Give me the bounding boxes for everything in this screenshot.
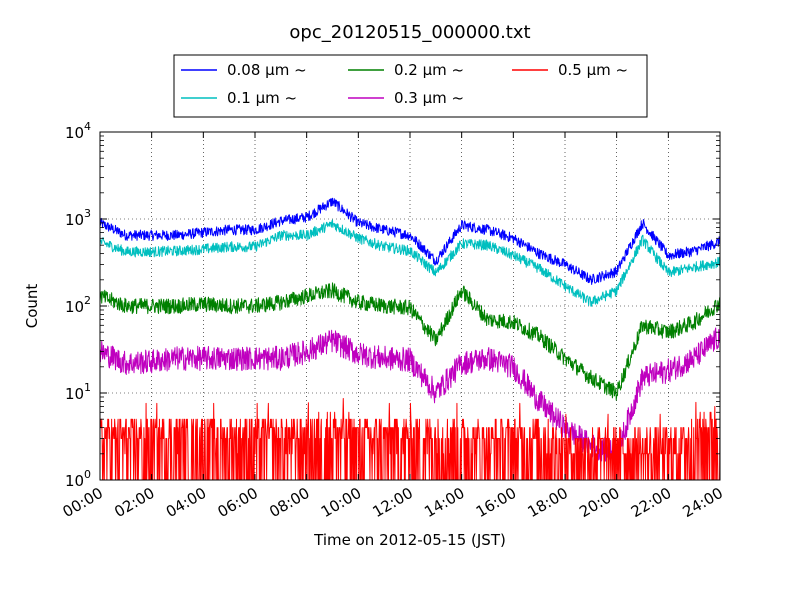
grid bbox=[100, 132, 720, 480]
x-tick-label: 20:00 bbox=[576, 484, 622, 521]
y-tick-exponent: 0 bbox=[84, 468, 91, 481]
y-tick-label: 101 bbox=[65, 381, 91, 403]
x-axis-label: Time on 2012-05-15 (JST) bbox=[313, 531, 506, 549]
series-line-1 bbox=[99, 219, 721, 307]
y-tick-base: 10 bbox=[65, 211, 84, 229]
y-tick-label: 100 bbox=[65, 468, 91, 490]
legend-box bbox=[173, 54, 648, 118]
series-line-0 bbox=[99, 197, 721, 285]
x-tick-label: 06:00 bbox=[215, 484, 261, 521]
y-tick-exponent: 4 bbox=[84, 120, 91, 133]
x-tick-label: 12:00 bbox=[370, 484, 416, 521]
series-line-2 bbox=[99, 282, 721, 401]
x-tick-label: 02:00 bbox=[111, 484, 157, 521]
x-tick-label: 08:00 bbox=[266, 484, 312, 521]
y-tick-exponent: 3 bbox=[84, 207, 91, 220]
x-tick-label: 24:00 bbox=[680, 484, 726, 521]
x-tick-label: 18:00 bbox=[525, 484, 571, 521]
y-tick-base: 10 bbox=[65, 298, 84, 316]
x-tick-label: 22:00 bbox=[628, 484, 674, 521]
y-tick-base: 10 bbox=[65, 385, 84, 403]
x-tick-label: 14:00 bbox=[421, 484, 467, 521]
legend-label-2: 0.2 μm ~ bbox=[394, 61, 464, 79]
legend-label-1: 0.1 μm ~ bbox=[227, 89, 297, 107]
legend-label-3: 0.3 μm ~ bbox=[394, 89, 464, 107]
x-tick-label: 16:00 bbox=[473, 484, 519, 521]
y-tick-exponent: 2 bbox=[84, 294, 91, 307]
x-tick-label: 04:00 bbox=[163, 484, 209, 521]
y-tick-base: 10 bbox=[65, 472, 84, 490]
y-tick-label: 104 bbox=[65, 120, 91, 142]
y-tick-label: 102 bbox=[65, 294, 91, 316]
y-tick-base: 10 bbox=[65, 124, 84, 142]
legend: 0.08 μm ~ 0.1 μm ~ 0.2 μm ~ 0.3 μm ~ 0.5 μm … bbox=[173, 54, 648, 118]
legend-label-4: 0.5 μm ~ bbox=[558, 61, 628, 79]
x-tick-label: 10:00 bbox=[318, 484, 364, 521]
legend-label-0: 0.08 μm ~ bbox=[227, 61, 307, 79]
chart-title: opc_20120515_000000.txt bbox=[289, 22, 530, 43]
y-tick-exponent: 1 bbox=[84, 381, 91, 394]
y-axis-label: Count bbox=[23, 284, 41, 329]
y-tick-label: 103 bbox=[65, 207, 91, 229]
